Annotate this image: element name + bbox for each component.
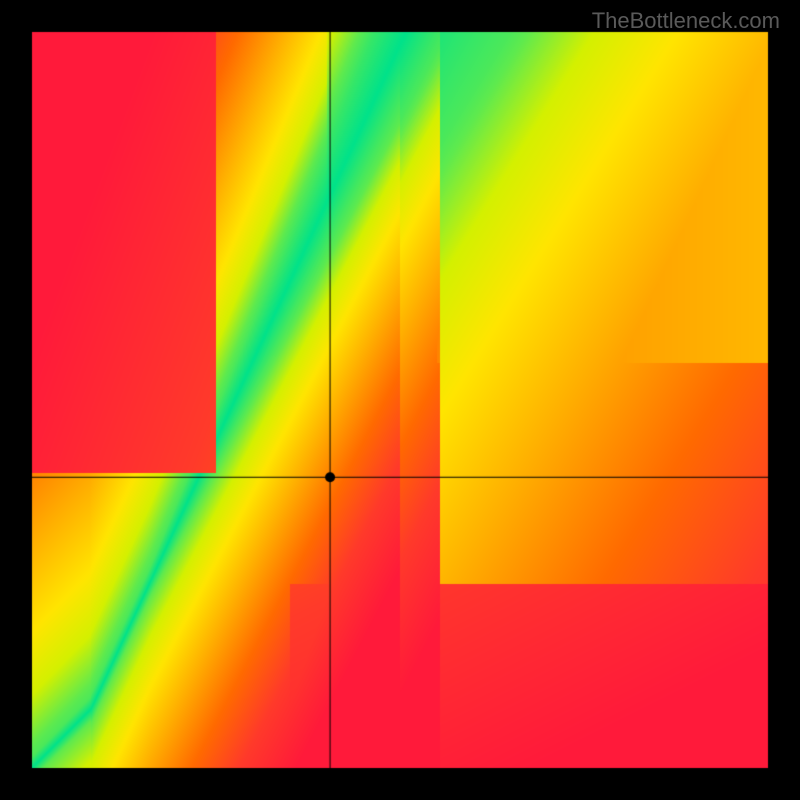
watermark-text: TheBottleneck.com — [592, 8, 780, 34]
bottleneck-heatmap — [0, 0, 800, 800]
